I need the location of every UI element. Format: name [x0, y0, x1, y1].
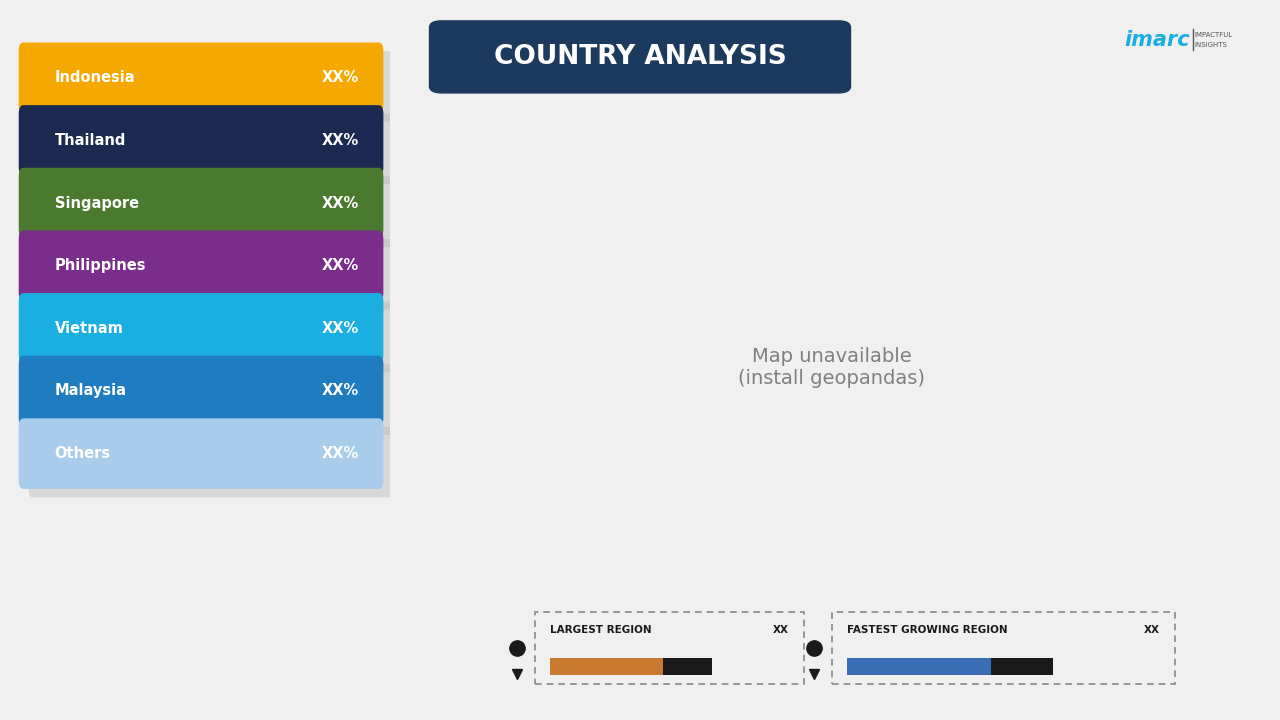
FancyBboxPatch shape: [19, 168, 384, 238]
FancyBboxPatch shape: [19, 105, 384, 176]
Text: XX%: XX%: [321, 446, 360, 461]
Text: XX%: XX%: [321, 321, 360, 336]
FancyBboxPatch shape: [832, 612, 1175, 684]
Text: Singapore: Singapore: [55, 196, 138, 210]
FancyBboxPatch shape: [429, 20, 851, 94]
FancyBboxPatch shape: [28, 364, 393, 435]
Text: LARGEST REGION: LARGEST REGION: [550, 625, 652, 635]
Text: XX: XX: [1144, 625, 1160, 635]
Text: XX: XX: [773, 625, 788, 635]
Text: MARKET SHARE BY COUNTRY: MARKET SHARE BY COUNTRY: [23, 43, 284, 58]
Text: Vietnam: Vietnam: [55, 321, 124, 336]
Text: Indonesia: Indonesia: [55, 71, 136, 85]
Text: XX%: XX%: [321, 133, 360, 148]
Text: IMPACTFUL: IMPACTFUL: [1194, 32, 1233, 37]
Bar: [550, 658, 663, 675]
FancyBboxPatch shape: [535, 612, 804, 684]
Bar: [847, 658, 992, 675]
FancyBboxPatch shape: [28, 176, 393, 247]
FancyBboxPatch shape: [19, 356, 384, 426]
Bar: [992, 658, 1053, 675]
FancyBboxPatch shape: [28, 302, 393, 372]
Text: Philippines: Philippines: [55, 258, 146, 273]
Text: XX%: XX%: [321, 384, 360, 398]
FancyBboxPatch shape: [19, 230, 384, 301]
FancyBboxPatch shape: [28, 427, 393, 498]
FancyBboxPatch shape: [19, 42, 384, 113]
Text: imarc: imarc: [1125, 30, 1190, 50]
FancyBboxPatch shape: [19, 418, 384, 489]
Text: Thailand: Thailand: [55, 133, 125, 148]
Text: FASTEST GROWING REGION: FASTEST GROWING REGION: [847, 625, 1007, 635]
Text: Malaysia: Malaysia: [55, 384, 127, 398]
FancyBboxPatch shape: [19, 293, 384, 364]
FancyBboxPatch shape: [28, 114, 393, 184]
Text: INSIGHTS: INSIGHTS: [1194, 42, 1228, 48]
FancyBboxPatch shape: [28, 239, 393, 310]
Text: Others: Others: [55, 446, 111, 461]
Bar: [663, 658, 712, 675]
Text: XX%: XX%: [321, 196, 360, 210]
Text: XX%: XX%: [321, 71, 360, 85]
FancyBboxPatch shape: [28, 51, 393, 122]
Text: XX%: XX%: [321, 258, 360, 273]
Text: COUNTRY ANALYSIS: COUNTRY ANALYSIS: [494, 44, 786, 70]
Text: Map unavailable
(install geopandas): Map unavailable (install geopandas): [739, 347, 925, 387]
